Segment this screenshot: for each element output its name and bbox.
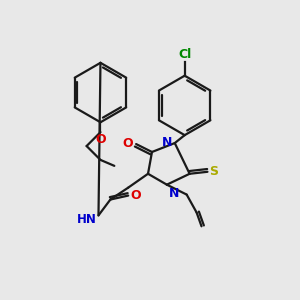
Text: Cl: Cl: [178, 48, 191, 61]
Text: S: S: [209, 165, 218, 178]
Text: N: N: [169, 187, 179, 200]
Text: O: O: [130, 189, 141, 202]
Text: HN: HN: [76, 213, 97, 226]
Text: N: N: [161, 136, 172, 148]
Text: O: O: [122, 136, 133, 150]
Text: O: O: [95, 133, 106, 146]
